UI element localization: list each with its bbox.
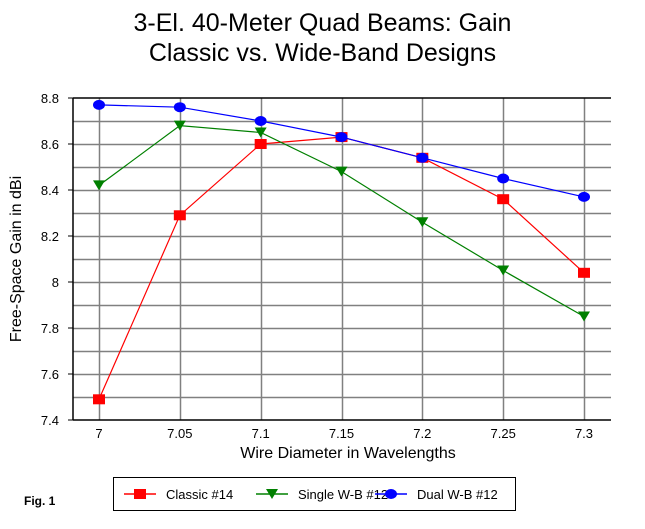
data-point bbox=[335, 166, 348, 177]
data-point bbox=[497, 173, 510, 184]
x-tick-label: 7.1 bbox=[252, 426, 270, 441]
x-tick-label: 7 bbox=[95, 426, 102, 441]
y-tick-labels: 8.8 8.6 8.4 8.2 8 7.8 7.6 7.4 bbox=[41, 91, 59, 428]
legend-label: Classic #14 bbox=[166, 486, 234, 502]
chart-title-line-1: 3-El. 40-Meter Quad Beams: Gain bbox=[133, 9, 512, 37]
legend-swatch-square-icon bbox=[124, 489, 156, 499]
legend-label: Single W-B #12 bbox=[298, 486, 389, 502]
x-tick-label: 7.3 bbox=[575, 426, 593, 441]
legend-marker bbox=[134, 489, 146, 499]
data-point bbox=[254, 116, 267, 126]
data-point bbox=[497, 265, 510, 276]
x-axis-label: Wire Diameter in Wavelengths bbox=[240, 445, 455, 462]
x-tick-labels: 7 7.05 7.1 7.15 7.2 7.25 7.3 bbox=[95, 426, 593, 441]
data-point bbox=[335, 132, 348, 143]
chart-title: 3-El. 40-Meter Quad Beams: Gain Classic … bbox=[0, 8, 645, 68]
y-tick-label: 8.4 bbox=[41, 183, 59, 198]
data-point bbox=[173, 102, 186, 113]
data-point bbox=[173, 120, 186, 131]
series-line bbox=[98, 104, 585, 198]
y-tick-label: 8.8 bbox=[41, 91, 59, 106]
data-point bbox=[254, 139, 267, 149]
series-dual-w-b-12 bbox=[93, 99, 590, 202]
series-single-w-b-12 bbox=[93, 120, 590, 322]
legend-swatch-triangle-down-icon bbox=[256, 489, 288, 499]
data-point bbox=[578, 191, 590, 202]
x-tick-label: 7.15 bbox=[329, 426, 354, 441]
legend-item: Classic #14 bbox=[122, 478, 233, 510]
y-axis-label: Free-Space Gain in dBi bbox=[8, 176, 25, 342]
series-group bbox=[93, 99, 590, 405]
y-tick-label: 8.6 bbox=[41, 137, 59, 152]
x-tick-label: 7.2 bbox=[413, 426, 431, 441]
data-point bbox=[497, 194, 510, 205]
data-point bbox=[93, 394, 105, 405]
x-tick-label: 7.25 bbox=[491, 426, 516, 441]
figure-label: Fig. 1 bbox=[24, 494, 56, 508]
data-point bbox=[254, 127, 267, 138]
data-point bbox=[173, 210, 186, 221]
y-tick-label: 8.2 bbox=[41, 229, 59, 244]
data-point bbox=[416, 217, 429, 228]
chart-title-line-2: Classic vs. Wide-Band Designs bbox=[148, 39, 497, 67]
legend-swatch-circle-icon bbox=[375, 489, 407, 499]
legend-marker bbox=[385, 489, 397, 499]
data-point bbox=[578, 311, 590, 322]
y-tick-label: 7.4 bbox=[41, 413, 59, 428]
data-point bbox=[578, 267, 590, 278]
legend-label: Dual W-B #12 bbox=[417, 486, 498, 502]
legend-item: Dual W-B #12 bbox=[373, 478, 498, 510]
legend: Classic #14 Single W-B #12 Dual W-B #12 bbox=[113, 477, 516, 511]
y-tick-label: 7.8 bbox=[41, 321, 59, 336]
legend-marker bbox=[266, 489, 278, 499]
data-point bbox=[93, 99, 105, 110]
legend-item: Single W-B #12 bbox=[254, 478, 388, 510]
y-tick-label: 7.6 bbox=[41, 367, 59, 382]
axes bbox=[68, 97, 611, 421]
data-point bbox=[416, 152, 429, 163]
series-line bbox=[98, 124, 585, 318]
y-tick-label: 8 bbox=[52, 275, 59, 290]
grid bbox=[73, 98, 611, 420]
x-tick-label: 7.05 bbox=[167, 426, 192, 441]
data-point bbox=[93, 180, 105, 191]
